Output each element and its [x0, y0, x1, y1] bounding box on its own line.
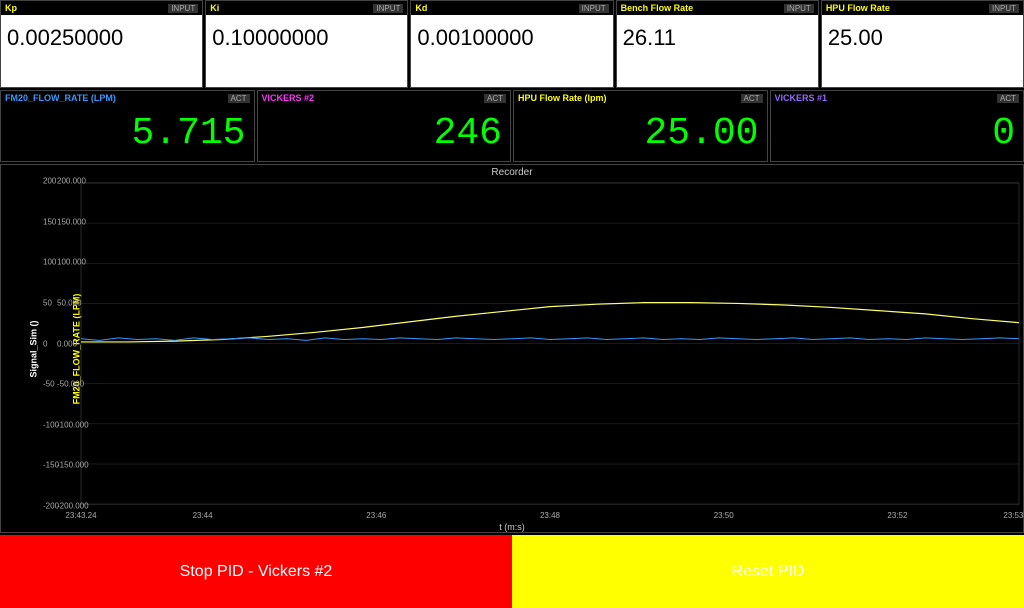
display-fm20: FM20_FLOW_RATE (LPM) ACT 5.715: [0, 90, 255, 162]
display-vickers1: VICKERS #1 ACT 0: [770, 90, 1024, 162]
x-tick-start: 23:43.24: [65, 511, 96, 520]
input-value-bench-flow[interactable]: 26.11: [617, 15, 818, 87]
display-header: VICKERS #1 ACT: [771, 91, 1024, 105]
input-row: Kp INPUT 0.00250000 Ki INPUT 0.10000000 …: [0, 0, 1024, 88]
x-tick-end: 23:53.24: [1003, 511, 1024, 520]
input-hpu-flow: HPU Flow Rate INPUT 25.00: [821, 0, 1024, 88]
input-ki: Ki INPUT 0.10000000: [205, 0, 408, 88]
input-header: Kp INPUT: [1, 1, 202, 15]
input-label: Kd: [415, 3, 427, 13]
x-tick: 23:50: [714, 511, 734, 520]
stop-pid-button[interactable]: Stop PID - Vickers #2: [0, 535, 512, 608]
input-value-kd[interactable]: 0.00100000: [411, 15, 612, 87]
display-header: VICKERS #2 ACT: [258, 91, 511, 105]
y-tick-2: -150.000: [57, 461, 89, 470]
input-badge: INPUT: [579, 4, 609, 13]
display-label: FM20_FLOW_RATE (LPM): [5, 93, 116, 103]
y-tick: 0: [43, 339, 47, 348]
y-tick: 150: [43, 217, 56, 226]
display-value-vickers1: 0: [771, 105, 1024, 161]
input-badge: INPUT: [784, 4, 814, 13]
x-tick: 23:46: [366, 511, 386, 520]
display-label: HPU Flow Rate (lpm): [518, 93, 607, 103]
y-tick: 50: [43, 298, 52, 307]
display-vickers2: VICKERS #2 ACT 246: [257, 90, 512, 162]
display-badge: ACT: [484, 94, 506, 103]
y-tick: 200: [43, 177, 56, 186]
display-label: VICKERS #1: [775, 93, 828, 103]
reset-pid-button[interactable]: Reset PID: [512, 535, 1024, 608]
input-header: Ki INPUT: [206, 1, 407, 15]
input-badge: INPUT: [373, 4, 403, 13]
input-label: Ki: [210, 3, 219, 13]
y-tick: -50: [43, 380, 55, 389]
y-tick-2: 0.000: [57, 339, 77, 348]
display-value-fm20: 5.715: [1, 105, 254, 161]
display-badge: ACT: [741, 94, 763, 103]
y-tick-2: 150.000: [57, 217, 86, 226]
input-header: Bench Flow Rate INPUT: [617, 1, 818, 15]
input-label: Kp: [5, 3, 17, 13]
display-header: FM20_FLOW_RATE (LPM) ACT: [1, 91, 254, 105]
input-label: HPU Flow Rate: [826, 3, 890, 13]
display-hpu: HPU Flow Rate (lpm) ACT 25.00: [513, 90, 768, 162]
input-bench-flow: Bench Flow Rate INPUT 26.11: [616, 0, 819, 88]
input-label: Bench Flow Rate: [621, 3, 694, 13]
y-tick-2: -50.000: [57, 380, 84, 389]
display-value-hpu: 25.00: [514, 105, 767, 161]
input-value-hpu-flow[interactable]: 25.00: [822, 15, 1023, 87]
display-label: VICKERS #2: [262, 93, 315, 103]
y-tick-2: -200.000: [57, 502, 89, 511]
y-tick-2: 100.000: [57, 258, 86, 267]
chart-plot: [1, 181, 1023, 518]
y-tick: 100: [43, 258, 56, 267]
display-value-vickers2: 246: [258, 105, 511, 161]
input-value-ki[interactable]: 0.10000000: [206, 15, 407, 87]
display-row: FM20_FLOW_RATE (LPM) ACT 5.715 VICKERS #…: [0, 90, 1024, 162]
x-axis-label: t (m:s): [499, 522, 525, 532]
y-tick-2: -100.000: [57, 420, 89, 429]
display-header: HPU Flow Rate (lpm) ACT: [514, 91, 767, 105]
display-badge: ACT: [228, 94, 250, 103]
x-tick: 23:44: [193, 511, 213, 520]
input-header: Kd INPUT: [411, 1, 612, 15]
display-badge: ACT: [997, 94, 1019, 103]
input-badge: INPUT: [168, 4, 198, 13]
y-tick-2: 50.000: [57, 298, 81, 307]
y-tick-2: 200.000: [57, 177, 86, 186]
recorder-chart[interactable]: Recorder Signal_Sim () FM20_FLOW_RATE (L…: [0, 164, 1024, 533]
input-header: HPU Flow Rate INPUT: [822, 1, 1023, 15]
input-kd: Kd INPUT 0.00100000: [410, 0, 613, 88]
chart-title: Recorder: [1, 165, 1023, 180]
button-row: Stop PID - Vickers #2 Reset PID: [0, 535, 1024, 608]
x-tick: 23:48: [540, 511, 560, 520]
input-badge: INPUT: [989, 4, 1019, 13]
input-kp: Kp INPUT 0.00250000: [0, 0, 203, 88]
input-value-kp[interactable]: 0.00250000: [1, 15, 202, 87]
x-tick: 23:52: [887, 511, 907, 520]
